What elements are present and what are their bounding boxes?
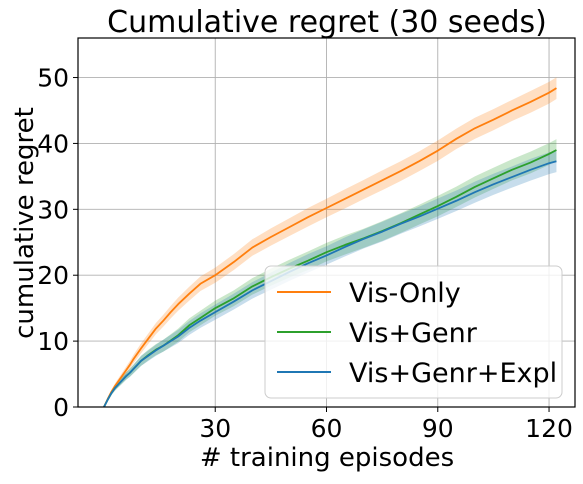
x-tick-label: 60 xyxy=(311,414,343,443)
axis-ticks: 30 60 90 120 0 10 20 30 40 50 xyxy=(37,64,573,443)
y-tick-label: 30 xyxy=(37,195,69,224)
y-tick-label: 40 xyxy=(37,129,69,158)
legend-label: Vis+Genr xyxy=(349,318,478,349)
legend-label: Vis-Only xyxy=(349,278,461,309)
x-axis-label: # training episodes xyxy=(200,443,454,473)
x-tick-label: 90 xyxy=(422,414,454,443)
y-tick-label: 10 xyxy=(37,327,69,356)
y-tick-label: 20 xyxy=(37,261,69,290)
legend-label: Vis+Genr+Expl xyxy=(349,358,557,389)
x-tick-label: 30 xyxy=(199,414,231,443)
chart-title: Cumulative regret (30 seeds) xyxy=(107,5,547,40)
legend: Vis-Only Vis+Genr Vis+Genr+Expl xyxy=(264,265,563,399)
y-tick-label: 0 xyxy=(53,393,69,422)
y-axis-label: cumulative regret xyxy=(10,107,40,339)
line-vis-genr-expl xyxy=(103,160,557,408)
band-vis-genr-expl xyxy=(103,150,557,407)
x-tick-label: 120 xyxy=(525,414,573,443)
series-lines xyxy=(103,87,557,408)
y-tick-label: 50 xyxy=(37,64,69,93)
legend-box xyxy=(264,265,563,399)
line-vis-only xyxy=(103,87,557,408)
